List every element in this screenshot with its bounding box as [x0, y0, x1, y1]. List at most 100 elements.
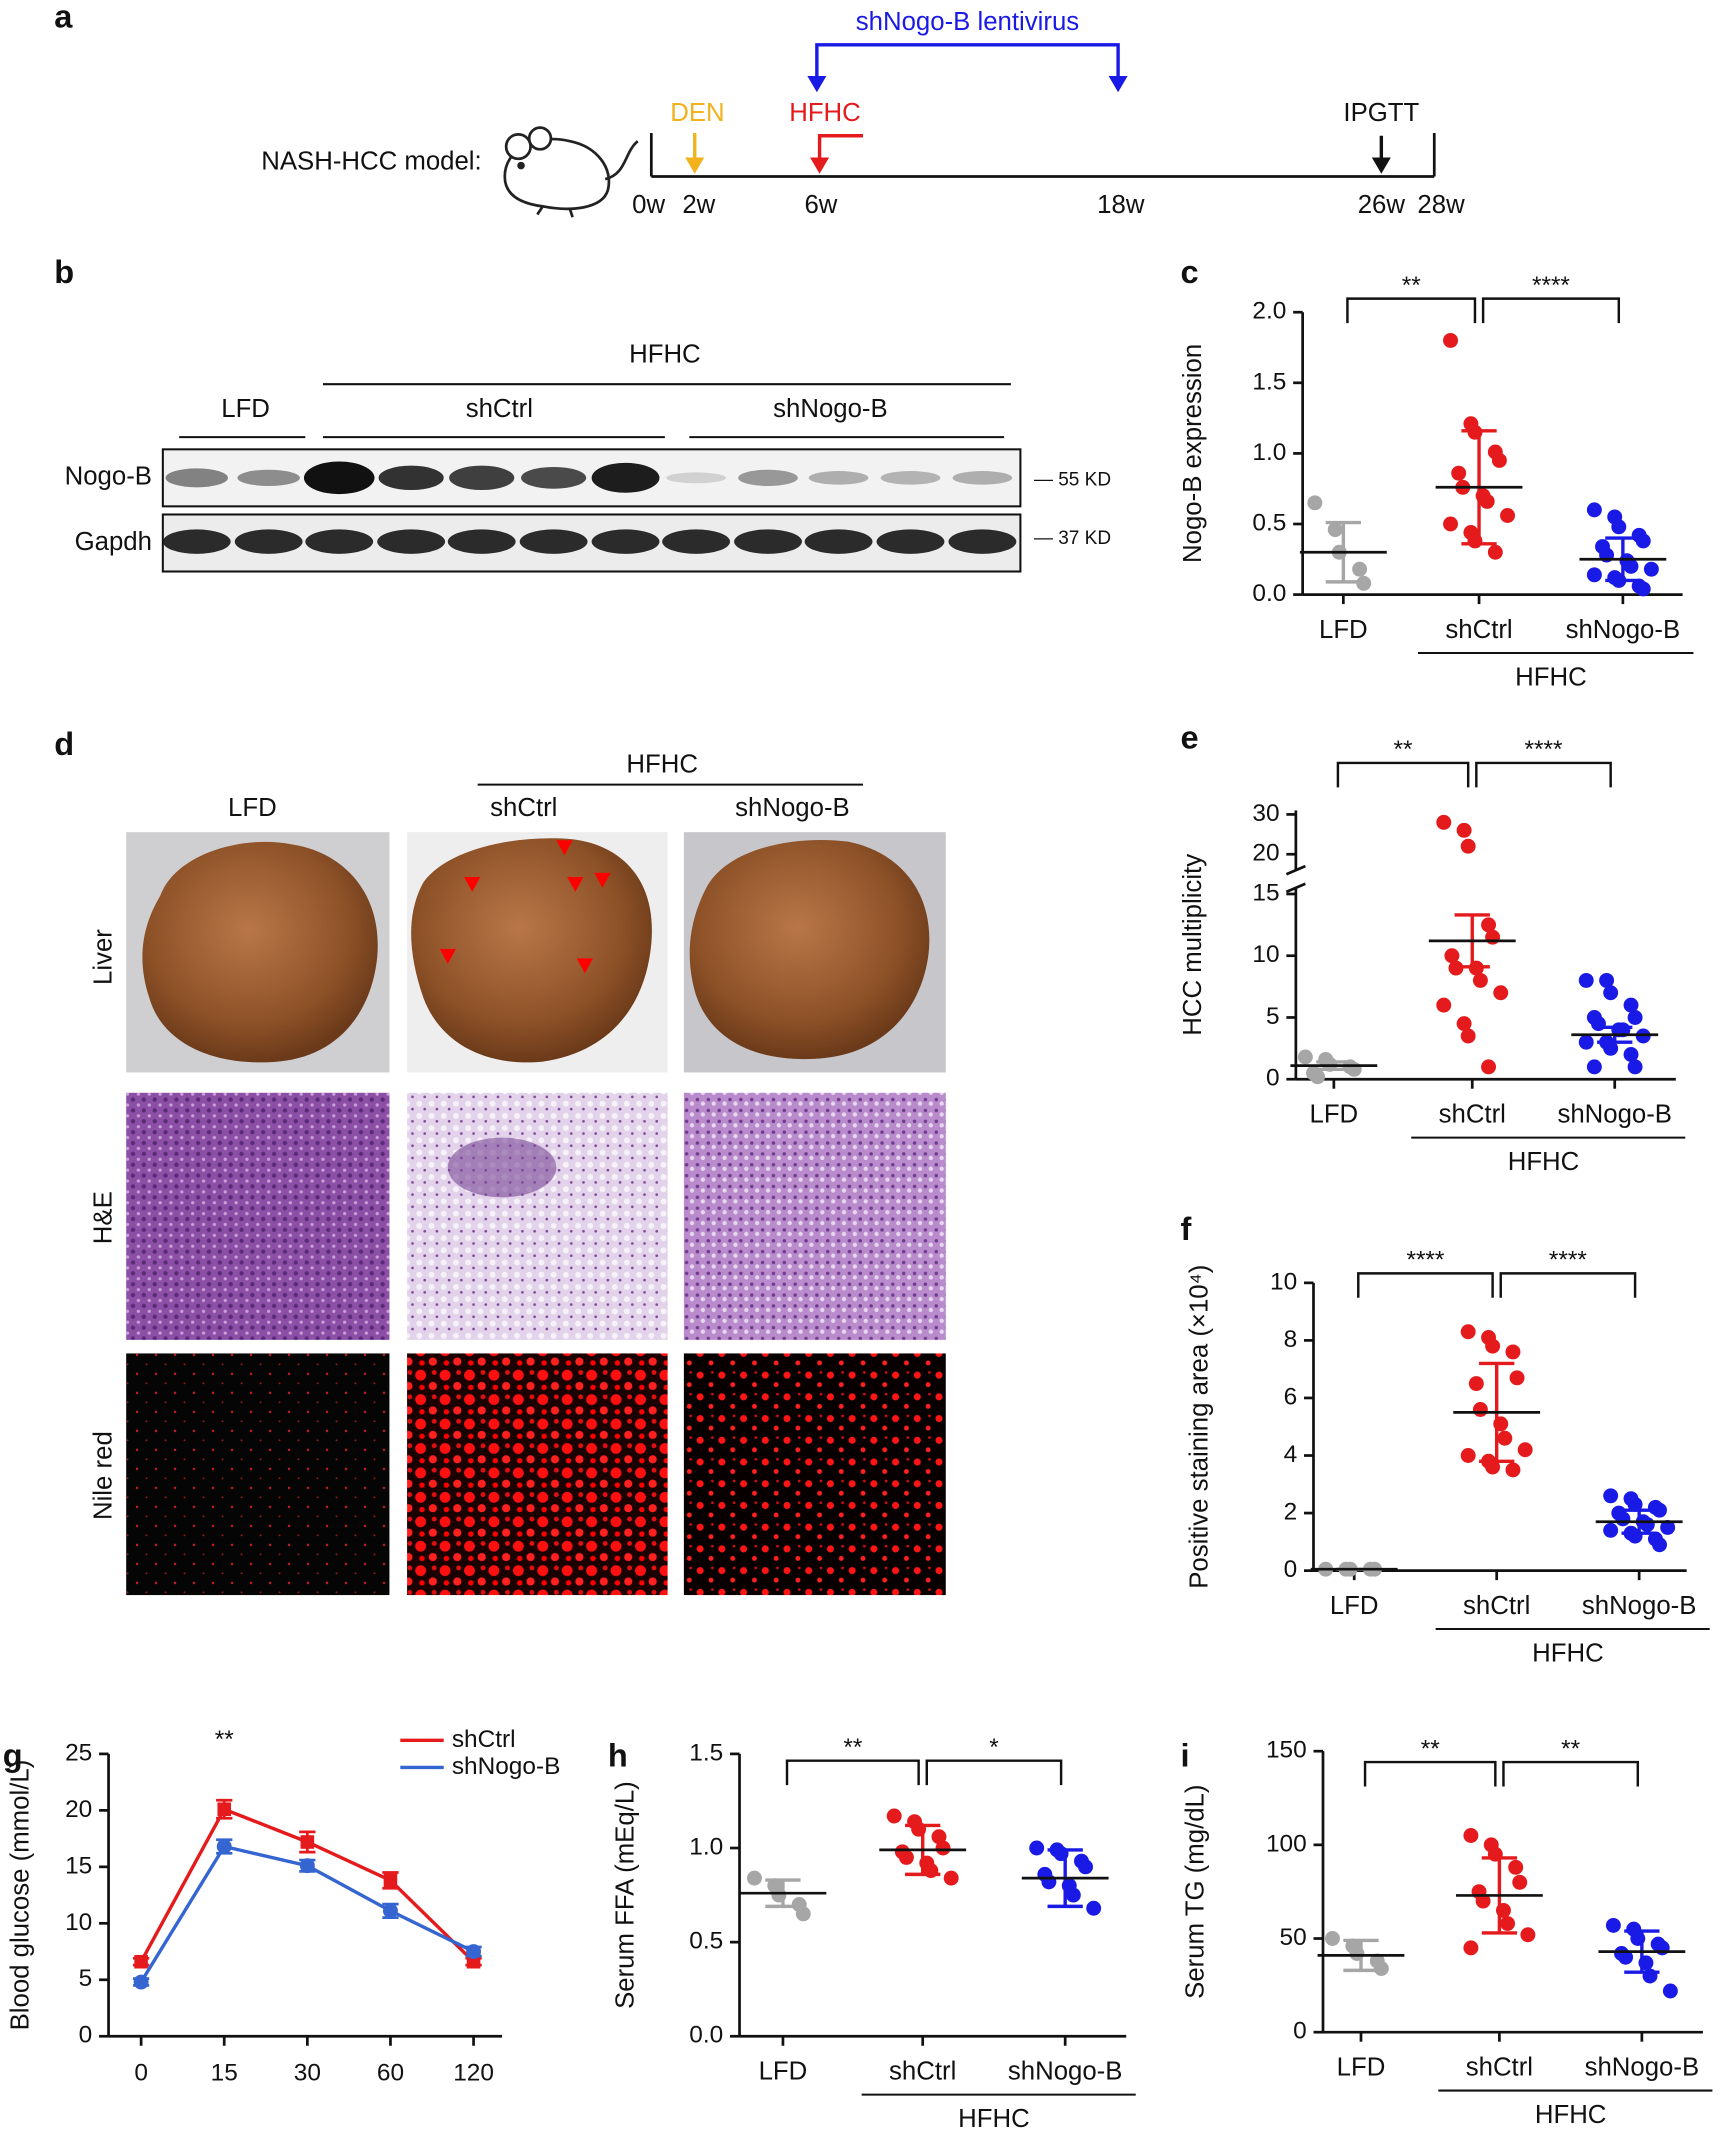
row-label: Liver [89, 929, 117, 985]
significance-bracket [1336, 761, 1470, 788]
data-point [943, 1870, 959, 1886]
data-point [1586, 567, 1602, 583]
data-point [1310, 1069, 1326, 1085]
y-tick-label: 5 [79, 1965, 93, 1992]
data-point [1623, 997, 1639, 1013]
data-point [1444, 948, 1460, 964]
marker [134, 1954, 148, 1969]
y-axis-label: HCC multiplicity [1179, 854, 1207, 1036]
data-point [1327, 522, 1343, 538]
data-point [1460, 838, 1476, 854]
panel-letter: h [608, 1738, 628, 1774]
arrowhead [685, 157, 705, 174]
significance-label: ** [1394, 736, 1413, 763]
size-marker: — 37 KD [1034, 528, 1111, 549]
data-point [746, 1870, 762, 1886]
significance-label: **** [1532, 272, 1570, 299]
data-point [1041, 1874, 1057, 1890]
y-tick-label: 1.5 [689, 1739, 723, 1766]
data-point [1517, 1442, 1533, 1458]
panel-letter: a [54, 0, 73, 35]
data-point [1479, 493, 1495, 509]
data-point [1500, 1916, 1515, 1931]
y-tick-label: 4 [1284, 1441, 1298, 1468]
mouse-icon [503, 126, 639, 218]
data-point [1635, 533, 1651, 549]
data-point [1662, 1983, 1678, 1999]
x-tick-label: shCtrl [1445, 616, 1512, 644]
y-tick-label: 20 [65, 1796, 92, 1823]
data-point [1451, 465, 1467, 481]
data-point [1639, 1517, 1655, 1533]
data-point [1497, 1430, 1513, 1446]
ipgtt-label: IPGTT [1343, 99, 1419, 127]
x-tick-label: shCtrl [889, 2058, 956, 2086]
significance-label: ** [843, 1734, 862, 1761]
week-label: 6w [804, 191, 837, 219]
he-images [126, 1092, 946, 1340]
y-tick-label: 5 [1266, 1003, 1280, 1030]
data-point [1460, 1448, 1476, 1463]
y-axis-label: Positive staining area (×10⁴) [1186, 1265, 1214, 1589]
data-point [1472, 972, 1488, 988]
data-point [1586, 1059, 1602, 1075]
data-point [1635, 581, 1651, 597]
significance-bracket [1499, 1272, 1637, 1298]
marker [383, 1873, 398, 1888]
marker [217, 1802, 232, 1817]
week-label: 0w [632, 191, 665, 219]
arrowhead [1371, 157, 1391, 174]
arrowhead [810, 157, 830, 174]
data-point [1456, 1016, 1472, 1032]
data-point [1578, 972, 1594, 988]
lentivirus-bracket [815, 43, 1120, 85]
panel-letter: i [1181, 1738, 1190, 1774]
y-tick-label: 10 [65, 1909, 92, 1936]
y-tick-label: 0 [1266, 1065, 1280, 1092]
x-tick-label: 60 [377, 2060, 404, 2087]
y-tick-label: 100 [1266, 1830, 1307, 1857]
x-tick-label: LFD [1330, 1592, 1379, 1620]
data-point [1605, 1917, 1621, 1933]
data-point [1456, 822, 1472, 838]
data-point [1512, 1874, 1528, 1890]
significance-bracket [1363, 1760, 1497, 1787]
panel-d: d HFHC LFD shCtrl shNogo-B Liver H&E Nil… [54, 726, 946, 1596]
data-point [1485, 929, 1501, 945]
data-point [1652, 1502, 1667, 1518]
hfhc-arrow [817, 134, 863, 163]
data-point [1509, 1370, 1525, 1386]
y-axis-label: Serum FFA (mEq/L) [612, 1781, 640, 2009]
data-point [1485, 1338, 1501, 1354]
group-label: HFHC [626, 750, 698, 778]
axis-break [1285, 864, 1306, 876]
group-label: HFHC [1508, 1148, 1580, 1176]
group-label: HFHC [1535, 2101, 1607, 2129]
panel-b: b HFHC LFD shCtrl shNogo-B Nogo-B Gapdh … [54, 254, 1111, 573]
significance-bracket [1502, 1760, 1640, 1787]
data-point [1603, 1488, 1619, 1504]
y-tick-label: 0.5 [1252, 509, 1286, 536]
data-point [1491, 452, 1507, 468]
marker [466, 1954, 481, 1969]
data-point [1443, 516, 1459, 532]
significance-bracket [925, 1759, 1063, 1786]
data-point [1297, 1049, 1313, 1065]
y-tick-label: 8 [1284, 1326, 1298, 1353]
data-point [1660, 1519, 1676, 1535]
week-label: 28w [1417, 191, 1465, 219]
data-point [1436, 814, 1452, 830]
legend-label: shCtrl [452, 1726, 516, 1753]
x-tick-label: LFD [1319, 616, 1368, 644]
data-point [1652, 1537, 1667, 1553]
data-point [1436, 997, 1452, 1013]
data-point [1623, 1047, 1639, 1062]
data-point [1643, 561, 1659, 577]
data-point [1615, 1511, 1631, 1527]
data-point [1373, 1961, 1389, 1976]
y-axis-label: Blood glucose (mmol/L) [7, 1760, 35, 2031]
marker [133, 1974, 149, 1990]
data-point [1463, 1940, 1479, 1956]
y-axis-label: Nogo-B expression [1179, 344, 1207, 563]
